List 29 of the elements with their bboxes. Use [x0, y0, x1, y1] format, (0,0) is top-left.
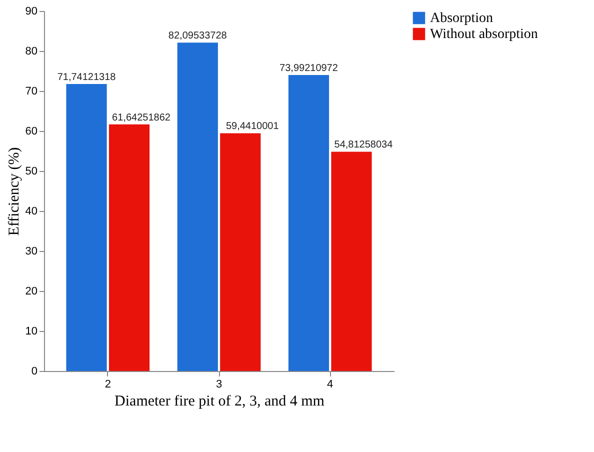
- bar: [331, 152, 372, 371]
- x-tick-label: 4: [327, 378, 334, 390]
- y-tick-label: 80: [25, 46, 38, 58]
- bar: [66, 84, 107, 371]
- y-tick-label: 20: [25, 286, 38, 298]
- y-tick-label: 90: [25, 6, 38, 18]
- data-label: 73,99210972: [280, 63, 338, 74]
- x-tick-label: 3: [216, 378, 222, 390]
- y-tick-label: 60: [25, 126, 38, 138]
- data-label: 54,81258034: [334, 140, 394, 151]
- y-tick-label: 40: [25, 206, 38, 218]
- data-label: 82,09533728: [168, 30, 228, 42]
- y-tick-label: 10: [25, 326, 38, 338]
- bar: [177, 42, 218, 371]
- y-tick-label: 50: [25, 166, 38, 178]
- bar: [288, 75, 330, 371]
- data-label: 59,4410001: [226, 121, 280, 132]
- x-tick-label: 2: [104, 378, 111, 390]
- y-tick-label: 30: [25, 246, 38, 258]
- y-axis-title: Efficiency (%): [6, 147, 22, 236]
- data-label: 71,74121318: [57, 72, 116, 84]
- legend-label: Without absorption: [430, 27, 538, 42]
- y-tick-label: 0: [31, 366, 38, 378]
- bar: [220, 133, 261, 371]
- x-axis-title: Diameter fire pit of 2, 3, and 4 mm: [114, 394, 325, 410]
- bar: [108, 124, 150, 371]
- data-label: 61,64251862: [112, 112, 171, 124]
- y-tick-label: 70: [25, 86, 38, 98]
- legend-label: Absorption: [430, 11, 493, 26]
